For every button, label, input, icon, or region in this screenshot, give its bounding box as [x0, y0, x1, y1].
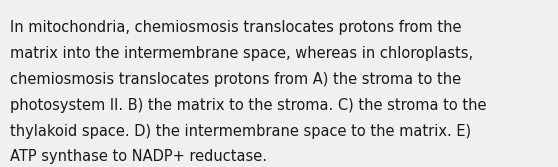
Text: photosystem II. B) the matrix to the stroma. C) the stroma to the: photosystem II. B) the matrix to the str…	[10, 98, 487, 113]
Text: In mitochondria, chemiosmosis translocates protons from the: In mitochondria, chemiosmosis translocat…	[10, 20, 461, 35]
Text: chemiosmosis translocates protons from A) the stroma to the: chemiosmosis translocates protons from A…	[10, 72, 461, 87]
Text: ATP synthase to NADP+ reductase.: ATP synthase to NADP+ reductase.	[10, 149, 267, 164]
Text: matrix into the intermembrane space, whereas in chloroplasts,: matrix into the intermembrane space, whe…	[10, 46, 473, 61]
Text: thylakoid space. D) the intermembrane space to the matrix. E): thylakoid space. D) the intermembrane sp…	[10, 124, 471, 139]
